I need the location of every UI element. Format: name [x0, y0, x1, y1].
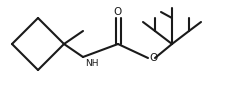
Text: O: O — [149, 53, 157, 63]
Text: O: O — [114, 7, 122, 17]
Text: NH: NH — [85, 59, 99, 68]
